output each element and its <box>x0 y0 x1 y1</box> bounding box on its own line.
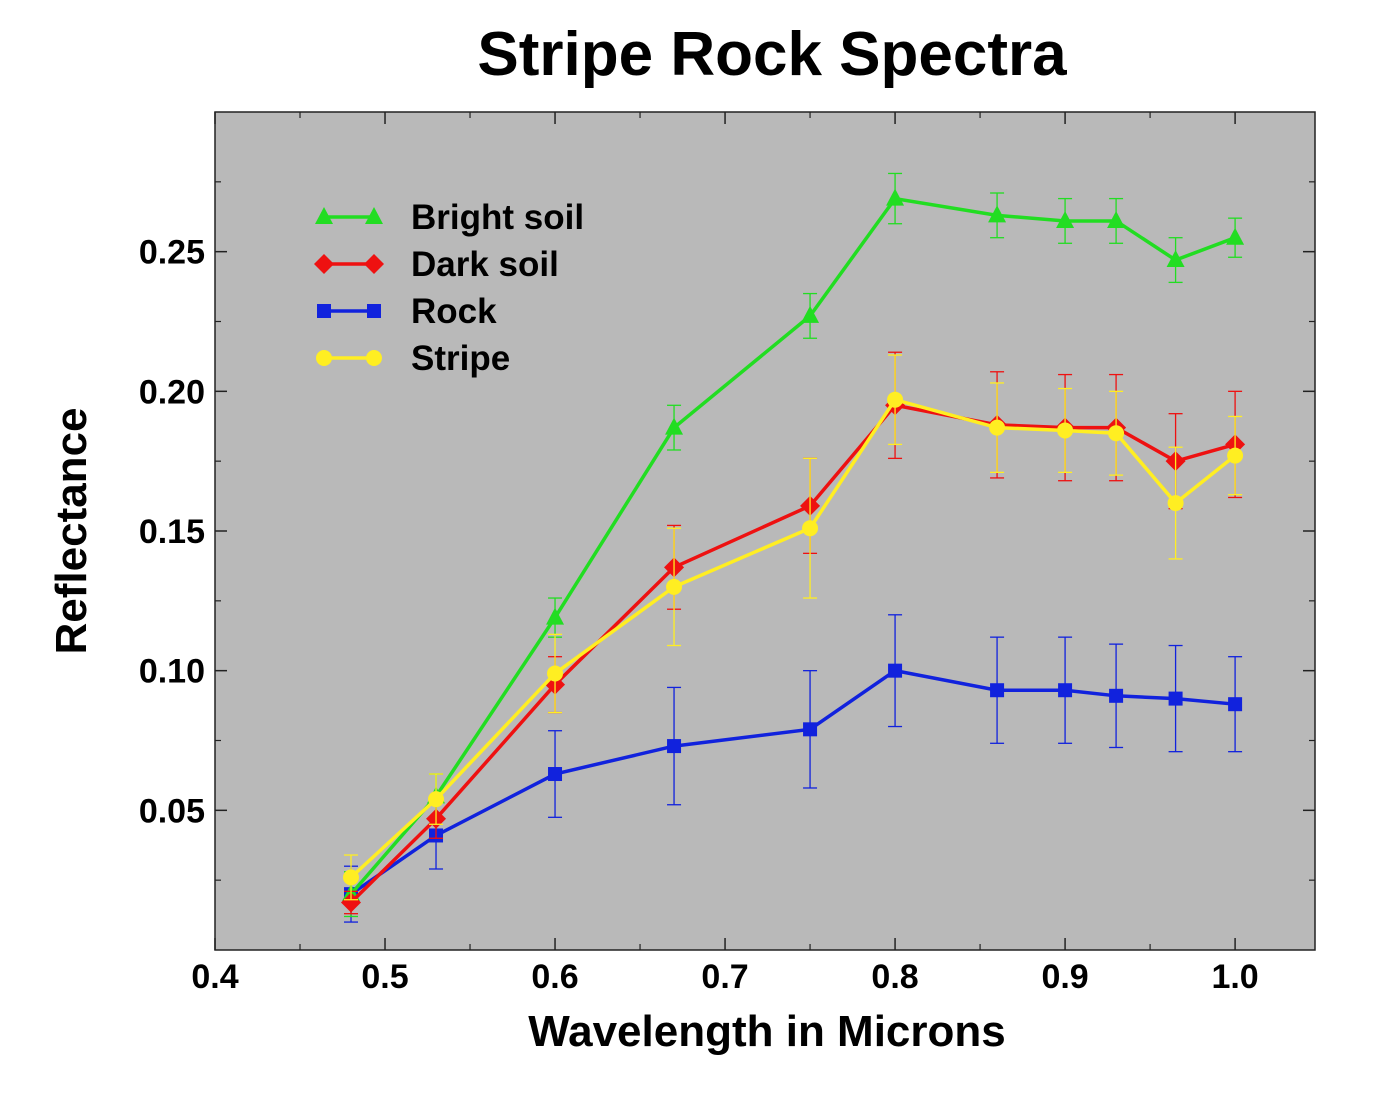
x-tick-label: 0.4 <box>191 958 238 996</box>
data-point <box>888 663 903 678</box>
data-point <box>1167 495 1184 512</box>
legend-marker <box>366 350 382 366</box>
legend-label: Rock <box>411 292 497 331</box>
data-point <box>1228 697 1243 712</box>
legend-marker <box>317 304 331 318</box>
data-point <box>1058 683 1073 698</box>
data-point <box>341 892 362 913</box>
data-point <box>546 607 565 625</box>
legend-marker <box>315 207 333 224</box>
data-point <box>803 722 818 737</box>
data-point <box>1056 210 1075 228</box>
data-point <box>1226 227 1245 245</box>
data-point <box>801 305 820 323</box>
x-tick-label: 0.9 <box>1041 958 1088 996</box>
x-tick-label: 1.0 <box>1211 958 1258 996</box>
legend-marker <box>364 254 384 274</box>
data-point <box>887 391 904 408</box>
x-tick-label: 0.6 <box>531 958 578 996</box>
data-point <box>428 791 445 808</box>
legend-label: Stripe <box>411 339 510 378</box>
legend-marker <box>367 304 381 318</box>
legend-item: Bright soil <box>315 198 584 237</box>
data-point <box>343 869 360 886</box>
data-point <box>548 767 563 782</box>
x-tick-label: 0.8 <box>871 958 918 996</box>
legend-marker <box>314 254 334 274</box>
legend-marker <box>316 350 332 366</box>
y-axis-label: Reflectance <box>47 407 96 654</box>
x-axis-label: Wavelength in Microns <box>528 1007 1006 1056</box>
x-tick-label: 0.5 <box>361 958 408 996</box>
data-point <box>667 739 682 754</box>
series-stripe <box>343 354 1244 901</box>
data-point <box>988 205 1007 223</box>
data-point <box>1168 691 1183 706</box>
data-point <box>990 683 1005 698</box>
data-point <box>802 520 819 537</box>
data-point <box>1057 422 1074 439</box>
data-point <box>1166 250 1185 268</box>
plot-area <box>214 111 1316 951</box>
data-point <box>547 665 564 682</box>
data-point <box>886 188 905 206</box>
data-point <box>666 578 683 595</box>
y-tick-label: 0.10 <box>139 653 205 691</box>
x-tick-label: 0.7 <box>701 958 748 996</box>
data-point <box>1109 688 1124 703</box>
y-tick-label: 0.25 <box>139 234 205 272</box>
legend: Bright soil Dark soil Rock Stripe <box>314 198 584 378</box>
data-point <box>1227 447 1244 464</box>
legend-item: Dark soil <box>314 245 559 284</box>
y-tick-label: 0.15 <box>139 513 205 551</box>
series-layer <box>341 172 1246 923</box>
legend-label: Dark soil <box>411 245 559 284</box>
axes: 0.4 0.5 0.6 0.7 0.8 0.9 1.0 0.05 0.10 0.15 0.20 0.2… <box>139 112 1315 996</box>
data-point <box>989 419 1006 436</box>
y-tick-label: 0.20 <box>139 373 205 411</box>
legend-marker <box>365 207 383 224</box>
legend-label: Bright soil <box>411 198 584 237</box>
y-tick-label: 0.05 <box>139 792 205 830</box>
data-point <box>1107 210 1126 228</box>
data-point <box>665 417 684 435</box>
data-point <box>1108 425 1125 442</box>
chart-title: Stripe Rock Spectra <box>477 20 1067 89</box>
legend-item: Stripe <box>316 339 510 378</box>
legend-item: Rock <box>317 292 497 331</box>
